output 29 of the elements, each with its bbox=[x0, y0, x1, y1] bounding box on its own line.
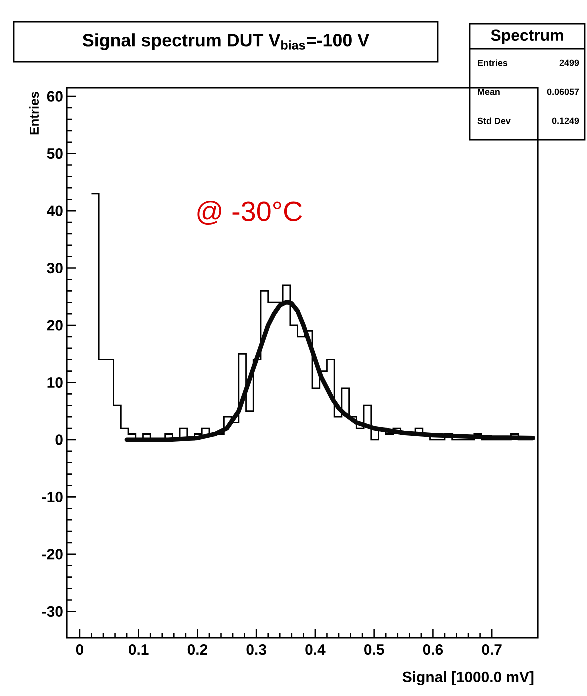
y-tick-label: 20 bbox=[47, 320, 63, 331]
annotation: @ -30°C bbox=[198, 200, 302, 226]
x-tick-label: 0.2 bbox=[188, 644, 208, 656]
y-axis-title: Entries bbox=[30, 92, 40, 135]
x-tick-label: 0 bbox=[76, 644, 84, 656]
x-tick-label: 0.6 bbox=[423, 644, 444, 656]
x-tick-label: 0.5 bbox=[364, 644, 384, 656]
y-tick-label: 30 bbox=[47, 262, 63, 274]
y-tick-label: 0 bbox=[56, 434, 63, 446]
x-tick-label: 0.7 bbox=[482, 644, 502, 656]
text: 0.1249 bbox=[552, 118, 580, 124]
x-tick-label: 0.4 bbox=[306, 644, 326, 656]
y-tick-label: 40 bbox=[47, 206, 63, 216]
text: Entries bbox=[478, 60, 508, 66]
text: 2499 bbox=[560, 60, 580, 66]
y-tick-label: 60 bbox=[47, 91, 63, 102]
y-tick-label: 50 bbox=[47, 148, 63, 160]
text: Spectrum bbox=[491, 30, 564, 44]
y-tick-label: 10 bbox=[48, 377, 63, 388]
x-tick-label: 0.3 bbox=[246, 644, 266, 656]
x-tick-label: 0.1 bbox=[129, 644, 149, 656]
y-tick-label: -20 bbox=[42, 549, 63, 560]
x-axis-title: Signal [1000.0 mV] bbox=[402, 672, 534, 686]
text: 0.06057 bbox=[547, 88, 580, 96]
chart-title: Signal spectrum DUT V$_{bias}$=-100 V bbox=[82, 34, 370, 50]
annotation: Mean bbox=[478, 88, 500, 96]
y-tick-label: -30 bbox=[42, 606, 63, 617]
annotation: Std Dev bbox=[478, 118, 511, 124]
y-tick-label: -10 bbox=[42, 492, 63, 502]
